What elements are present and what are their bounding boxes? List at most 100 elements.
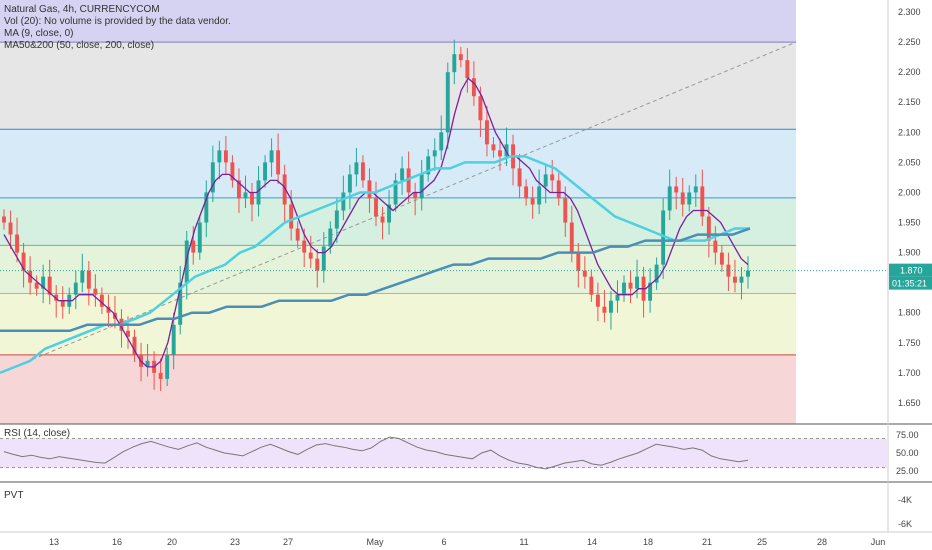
price-tick-label: 2.050 bbox=[898, 157, 921, 167]
price-tick-label: 2.100 bbox=[898, 127, 921, 137]
candle-body bbox=[54, 294, 59, 301]
x-tick-label: 14 bbox=[587, 537, 597, 547]
candle-body bbox=[256, 180, 261, 205]
candle-body bbox=[210, 162, 215, 193]
price-tick-label: 1.650 bbox=[898, 398, 921, 408]
candle-body bbox=[47, 276, 52, 295]
candle-body bbox=[713, 240, 718, 253]
candle-body bbox=[93, 288, 98, 295]
pvt-tick-label: -4K bbox=[898, 495, 912, 505]
candle-body bbox=[8, 222, 13, 235]
candle-body bbox=[732, 276, 737, 283]
candle-body bbox=[21, 252, 26, 271]
candle-body bbox=[504, 144, 509, 157]
price-tick-label: 1.700 bbox=[898, 368, 921, 378]
countdown-label: 01:35:21 bbox=[892, 279, 927, 289]
last-price-badge bbox=[889, 263, 932, 277]
legend-line-ma50-200: MA50&200 (50, close, 200, close) bbox=[4, 40, 155, 51]
candle-body bbox=[635, 276, 640, 289]
x-tick-label: 28 bbox=[817, 537, 827, 547]
candle-body bbox=[465, 60, 470, 79]
candle-body bbox=[380, 216, 385, 223]
candle-body bbox=[347, 174, 352, 193]
candle-body bbox=[582, 270, 587, 277]
candle-body bbox=[276, 150, 281, 175]
candle-body bbox=[452, 54, 457, 73]
x-tick-label: May bbox=[366, 537, 384, 547]
candle-body bbox=[354, 162, 359, 175]
candle-body bbox=[622, 282, 626, 295]
candle-body bbox=[204, 192, 209, 223]
x-tick-label: 20 bbox=[167, 537, 177, 547]
fib-band bbox=[0, 354, 796, 424]
candle-body bbox=[615, 294, 620, 301]
candle-body bbox=[556, 180, 561, 199]
pvt-tick-label: -6K bbox=[898, 519, 912, 529]
last-price-label: 1.870 bbox=[900, 266, 923, 276]
candle-body bbox=[700, 186, 705, 217]
candle-body bbox=[439, 132, 444, 151]
candle-body bbox=[387, 204, 392, 223]
x-tick-label: 6 bbox=[441, 537, 446, 547]
x-tick-label: 27 bbox=[283, 537, 293, 547]
candle-body bbox=[661, 210, 666, 265]
candle-body bbox=[99, 294, 104, 307]
candle-body bbox=[243, 192, 248, 199]
candle-body bbox=[197, 222, 202, 253]
chart-title: Natural Gas, 4h, CURRENCYCOM bbox=[4, 4, 160, 15]
price-tick-label: 2.250 bbox=[898, 37, 921, 47]
candle-body bbox=[595, 294, 600, 307]
candle-body bbox=[569, 222, 574, 253]
candle-body bbox=[426, 156, 431, 175]
candle-body bbox=[367, 180, 372, 199]
rsi-tick-label: 50.00 bbox=[896, 448, 919, 458]
candle-body bbox=[250, 192, 254, 205]
candle-body bbox=[308, 252, 313, 259]
candle-body bbox=[674, 186, 679, 193]
x-tick-label: 16 bbox=[112, 537, 122, 547]
rsi-tick-label: 25.00 bbox=[896, 466, 919, 476]
candle-body bbox=[145, 360, 150, 367]
candle-body bbox=[693, 186, 698, 193]
candle-body bbox=[236, 180, 241, 199]
candle-body bbox=[524, 186, 529, 199]
candle-body bbox=[576, 252, 581, 271]
chart-legend: Natural Gas, 4h, CURRENCYCOM Vol (20): N… bbox=[4, 4, 231, 52]
candle-body bbox=[458, 54, 463, 61]
candle-body bbox=[563, 198, 568, 223]
candle-body bbox=[654, 264, 659, 283]
candle-body bbox=[608, 300, 613, 313]
candle-body bbox=[28, 270, 33, 283]
legend-line-vol: Vol (20): No volume is provided by the d… bbox=[4, 16, 231, 27]
rsi-band bbox=[0, 438, 888, 468]
price-tick-label: 2.300 bbox=[898, 7, 921, 17]
candle-body bbox=[471, 78, 476, 97]
candle-body bbox=[269, 150, 274, 163]
x-tick-label: Jun bbox=[871, 537, 886, 547]
candle-body bbox=[73, 282, 78, 295]
candle-body bbox=[360, 162, 365, 181]
ma200-line bbox=[0, 227, 751, 333]
trendline bbox=[0, 41, 797, 374]
price-tick-label: 2.150 bbox=[898, 97, 921, 107]
countdown-badge bbox=[889, 276, 932, 290]
pvt-title: PVT bbox=[4, 490, 23, 501]
fib-band bbox=[0, 129, 796, 198]
price-tick-label: 1.750 bbox=[898, 338, 921, 348]
x-tick-label: 23 bbox=[230, 537, 240, 547]
candle-body bbox=[126, 330, 130, 337]
x-tick-label: 25 bbox=[757, 537, 767, 547]
candle-body bbox=[41, 276, 46, 289]
candle-body bbox=[648, 282, 653, 301]
candle-body bbox=[491, 144, 496, 151]
candle-body bbox=[315, 258, 320, 271]
candle-body bbox=[191, 240, 196, 253]
candle-body bbox=[478, 96, 483, 121]
candle-body bbox=[132, 336, 137, 355]
x-tick-label: 13 bbox=[49, 537, 59, 547]
candle-body bbox=[432, 150, 437, 157]
candle-body bbox=[726, 264, 731, 277]
candle-body bbox=[34, 282, 39, 289]
candle-body bbox=[628, 282, 633, 289]
